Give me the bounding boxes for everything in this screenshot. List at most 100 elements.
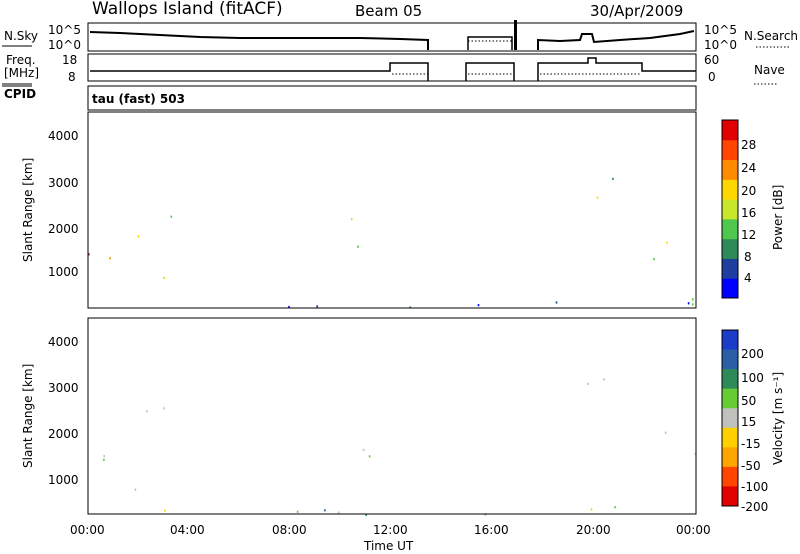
velocity-ytick-4000: 4000 [48, 335, 79, 349]
xtick-5: 20:00 [576, 523, 611, 537]
nsky-tick-bottom: 10^0 [48, 38, 81, 52]
heatmap-cell [296, 510, 299, 513]
freq-frame [87, 53, 697, 82]
heatmap-cell [687, 302, 690, 305]
power-cbar-label: Power [dB] [771, 185, 785, 250]
station-title: Wallops Island (fitACF) [92, 0, 283, 19]
x-axis: 00:00 04:00 08:00 12:00 16:00 20:00 00:0… [70, 523, 711, 553]
power-ytick-3000: 3000 [48, 176, 79, 190]
heatmap-cell [612, 177, 614, 180]
power-cbar-tick-12: 12 [741, 228, 756, 242]
nsky-line-c [537, 30, 695, 50]
nsky-tick-top: 10^5 [48, 23, 81, 37]
colorbar-swatch [722, 199, 738, 220]
heatmap-cell [365, 513, 367, 517]
colorbar-swatch [722, 159, 738, 180]
power-cbar-tick-20: 20 [741, 184, 756, 198]
colorbar-swatch [722, 486, 738, 507]
heatmap-cell [134, 488, 137, 491]
heatmap-cell [88, 253, 90, 256]
power-ylabel: Slant Range [km] [21, 158, 35, 262]
velocity-cbar-tick-m100: -100 [741, 480, 768, 494]
colorbar-swatch [722, 408, 738, 429]
power-ytick-1000: 1000 [48, 265, 79, 279]
freq-label-1: Freq. [6, 53, 36, 67]
velocity-ytick-1000: 1000 [48, 473, 79, 487]
xlabel: Time UT [363, 539, 414, 553]
heatmap-cell [603, 378, 605, 381]
colorbar-swatch [722, 447, 738, 468]
velocity-colorbar: 200 100 50 15 -15 -50 -100 -200 Velocity… [721, 329, 785, 514]
velocity-panel: 4000 3000 2000 1000 Slant Range [km] [21, 317, 697, 517]
velocity-cbar-tick-m200: -200 [741, 500, 768, 514]
velocity-cbar-tick-m15: -15 [741, 437, 761, 451]
velocity-frame [87, 317, 697, 515]
power-ytick-2000: 2000 [48, 222, 79, 236]
power-yticks: 4000 3000 2000 1000 [48, 129, 79, 279]
heatmap-cell [587, 382, 589, 385]
velocity-colorbar-swatches [722, 330, 738, 507]
colorbar-swatch [722, 466, 738, 487]
cpid-label: CPID [4, 87, 36, 101]
heatmap-cell [368, 455, 371, 458]
heatmap-cell [146, 410, 148, 413]
heatmap-cell [324, 509, 326, 512]
heatmap-cell [555, 301, 558, 304]
colorbar-swatch [722, 427, 738, 448]
power-panel: 4000 3000 2000 1000 Slant Range [km] [21, 111, 697, 309]
colorbar-swatch [722, 349, 738, 370]
power-cbar-tick-8: 8 [744, 250, 752, 264]
velocity-yticks: 4000 3000 2000 1000 [48, 335, 79, 487]
heatmap-cell [337, 511, 340, 514]
heatmap-cell [477, 304, 480, 307]
velocity-ytick-2000: 2000 [48, 427, 79, 441]
power-cbar-tick-24: 24 [741, 161, 756, 175]
nsky-frame [87, 22, 697, 52]
cpid-value: tau (fast) 503 [92, 92, 185, 106]
nsearch-tick-top: 10^5 [704, 23, 737, 37]
power-colorbar: 28 24 20 16 12 8 4 Power [dB] [721, 119, 785, 299]
power-cbar-tick-16: 16 [741, 206, 756, 220]
heatmap-cell [109, 257, 111, 260]
velocity-cbar-tick-50: 50 [741, 394, 756, 408]
colorbar-swatch [722, 179, 738, 200]
velocity-cbar-tick-15: 15 [741, 415, 756, 429]
cpid-frame [87, 85, 697, 111]
heatmap-cell [163, 276, 165, 280]
nsky-strip: N.Sky 10^5 10^0 10^5 10^0 N.Search [2, 20, 798, 52]
nsky-spike [514, 20, 517, 50]
velocity-colorbar-frame [721, 329, 739, 507]
heatmap-cell [409, 306, 411, 309]
heatmap-cell [590, 508, 593, 511]
velocity-ytick-3000: 3000 [48, 381, 79, 395]
power-cbar-tick-28: 28 [741, 138, 756, 152]
nsearch-label: N.Search [744, 29, 798, 43]
heatmap-cell [664, 431, 667, 434]
nsearch-tick-bottom: 10^0 [704, 38, 737, 52]
xtick-1: 04:00 [170, 523, 205, 537]
xtick-0: 00:00 [70, 523, 105, 537]
colorbar-swatch [722, 120, 738, 141]
heatmap-cell [653, 257, 655, 261]
power-cbar-tick-4: 4 [744, 271, 752, 285]
xtick-3: 12:00 [373, 523, 408, 537]
heatmap-cell [691, 303, 694, 306]
heatmap-cell [170, 215, 173, 218]
freq-tick-top: 18 [62, 53, 77, 67]
heatmap-cell [596, 196, 599, 199]
freq-strip: Freq. [MHz] 18 8 60 0 Nave [2, 53, 785, 85]
colorbar-swatch [722, 139, 738, 161]
heatmap-cell [692, 298, 694, 301]
colorbar-swatch [722, 369, 738, 390]
colorbar-swatch [722, 278, 738, 299]
heatmap-cell [103, 455, 105, 458]
freq-label-2: [MHz] [4, 66, 39, 80]
colorbar-swatch [722, 258, 738, 279]
nave-tick-bottom: 0 [708, 70, 716, 84]
colorbar-swatch [722, 330, 738, 351]
freq-line-c [537, 57, 696, 81]
nsky-line-b [467, 36, 513, 50]
heatmap-cell [103, 458, 105, 461]
power-colorbar-frame [721, 119, 739, 299]
